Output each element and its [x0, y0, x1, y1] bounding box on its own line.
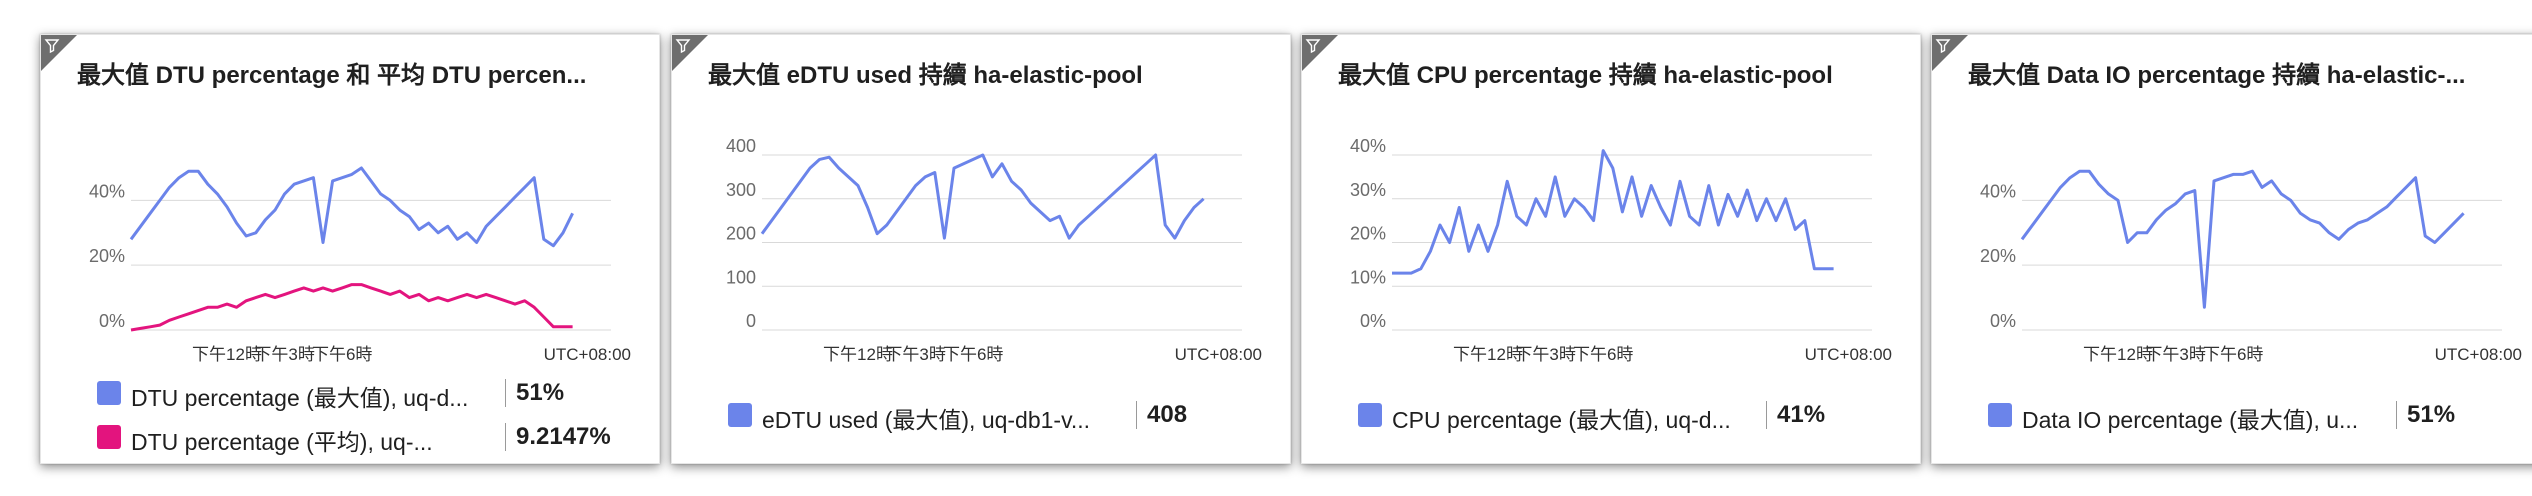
- x-tick-label: 下午3時: [254, 345, 314, 364]
- y-tick-label: 400: [726, 136, 756, 156]
- legend-item[interactable]: eDTU used (最大值), uq-db1-v... 408: [728, 395, 1288, 435]
- legend-label: DTU percentage (平均), uq-...: [131, 429, 433, 455]
- y-tick-label: 300: [726, 180, 756, 200]
- y-tick-label: 0%: [1360, 311, 1386, 331]
- chart-title[interactable]: 最大值 eDTU used 持續 ha-elastic-pool: [708, 62, 1143, 89]
- y-tick-label: 0%: [1990, 311, 2016, 331]
- legend-value: 9.2147%: [505, 423, 611, 451]
- legend-item[interactable]: CPU percentage (最大值), uq-d... 41%: [1358, 395, 1918, 435]
- series-line: [1392, 149, 1834, 275]
- filter-icon[interactable]: [41, 35, 77, 71]
- x-tick-label: 下午12時: [2083, 345, 2153, 364]
- chart-tile-edtu[interactable]: 最大值 eDTU used 持續 ha-elastic-pool 0 100 200…: [671, 34, 1291, 464]
- x-tick-label: 下午6時: [1573, 345, 1633, 364]
- chart-tile-cpu[interactable]: 最大值 CPU percentage 持續 ha-elastic-pool 0%…: [1301, 34, 1921, 464]
- series-line: [130, 283, 573, 332]
- legend-label: CPU percentage (最大值), uq-d...: [1392, 407, 1731, 433]
- legend-swatch: [1988, 403, 2012, 427]
- x-tick-label: 下午6時: [2203, 345, 2263, 364]
- timezone-label: UTC+08:00: [1805, 345, 1892, 364]
- y-tick-label: 10%: [1350, 267, 1386, 287]
- legend-item[interactable]: DTU percentage (平均), uq-... 9.2147%: [97, 417, 657, 457]
- timezone-label: UTC+08:00: [544, 345, 631, 364]
- legend-value: 51%: [505, 379, 564, 407]
- legend-item[interactable]: Data IO percentage (最大值), u... 51%: [1988, 395, 2532, 435]
- y-tick-label: 30%: [1350, 180, 1386, 200]
- legend-swatch: [1358, 403, 1382, 427]
- chart-title[interactable]: 最大值 DTU percentage 和 平均 DTU percen...: [77, 62, 587, 89]
- legend-value: 51%: [2396, 401, 2455, 429]
- y-tick-label: 20%: [1980, 246, 2016, 266]
- legend-value: 408: [1136, 401, 1187, 429]
- legend-swatch: [728, 403, 752, 427]
- y-tick-label: 40%: [1350, 136, 1386, 156]
- series-line: [129, 166, 574, 248]
- chart-tile-data-io[interactable]: 最大值 Data IO percentage 持續 ha-elastic-...…: [1931, 34, 2532, 464]
- y-tick-label: 0%: [99, 311, 125, 331]
- chart-tile-dtu[interactable]: 最大值 DTU percentage 和 平均 DTU percen... 0%…: [40, 34, 660, 464]
- filter-icon[interactable]: [1302, 35, 1338, 71]
- legend-label: DTU percentage (最大值), uq-d...: [131, 385, 469, 411]
- x-tick-label: 下午12時: [192, 345, 262, 364]
- y-tick-label: 20%: [89, 246, 125, 266]
- x-tick-label: 下午12時: [823, 345, 893, 364]
- legend-swatch: [97, 425, 121, 449]
- y-tick-label: 0: [746, 311, 756, 331]
- y-tick-label: 200: [726, 224, 756, 244]
- y-tick-label: 40%: [89, 181, 125, 201]
- filter-icon[interactable]: [672, 35, 708, 71]
- x-tick-label: 下午3時: [1515, 345, 1575, 364]
- legend-label: Data IO percentage (最大值), u...: [2022, 407, 2359, 433]
- series-line: [760, 153, 1205, 240]
- chart-title[interactable]: 最大值 Data IO percentage 持續 ha-elastic-...: [1968, 62, 2466, 89]
- x-tick-label: 下午3時: [885, 345, 945, 364]
- y-tick-label: 20%: [1350, 224, 1386, 244]
- timezone-label: UTC+08:00: [1175, 345, 1262, 364]
- timezone-label: UTC+08:00: [2435, 345, 2522, 364]
- x-tick-label: 下午6時: [943, 345, 1003, 364]
- y-tick-label: 100: [726, 267, 756, 287]
- legend-label: eDTU used (最大值), uq-db1-v...: [762, 407, 1091, 433]
- filter-icon[interactable]: [1932, 35, 1968, 71]
- legend-item[interactable]: DTU percentage (最大值), uq-d... 51%: [97, 373, 657, 413]
- x-tick-label: 下午3時: [2145, 345, 2205, 364]
- x-tick-label: 下午12時: [1453, 345, 1523, 364]
- legend-value: 41%: [1766, 401, 1825, 429]
- series-line: [2020, 169, 2465, 309]
- x-tick-label: 下午6時: [312, 345, 372, 364]
- legend-swatch: [97, 381, 121, 405]
- y-tick-label: 40%: [1980, 181, 2016, 201]
- chart-title[interactable]: 最大值 CPU percentage 持續 ha-elastic-pool: [1338, 62, 1833, 89]
